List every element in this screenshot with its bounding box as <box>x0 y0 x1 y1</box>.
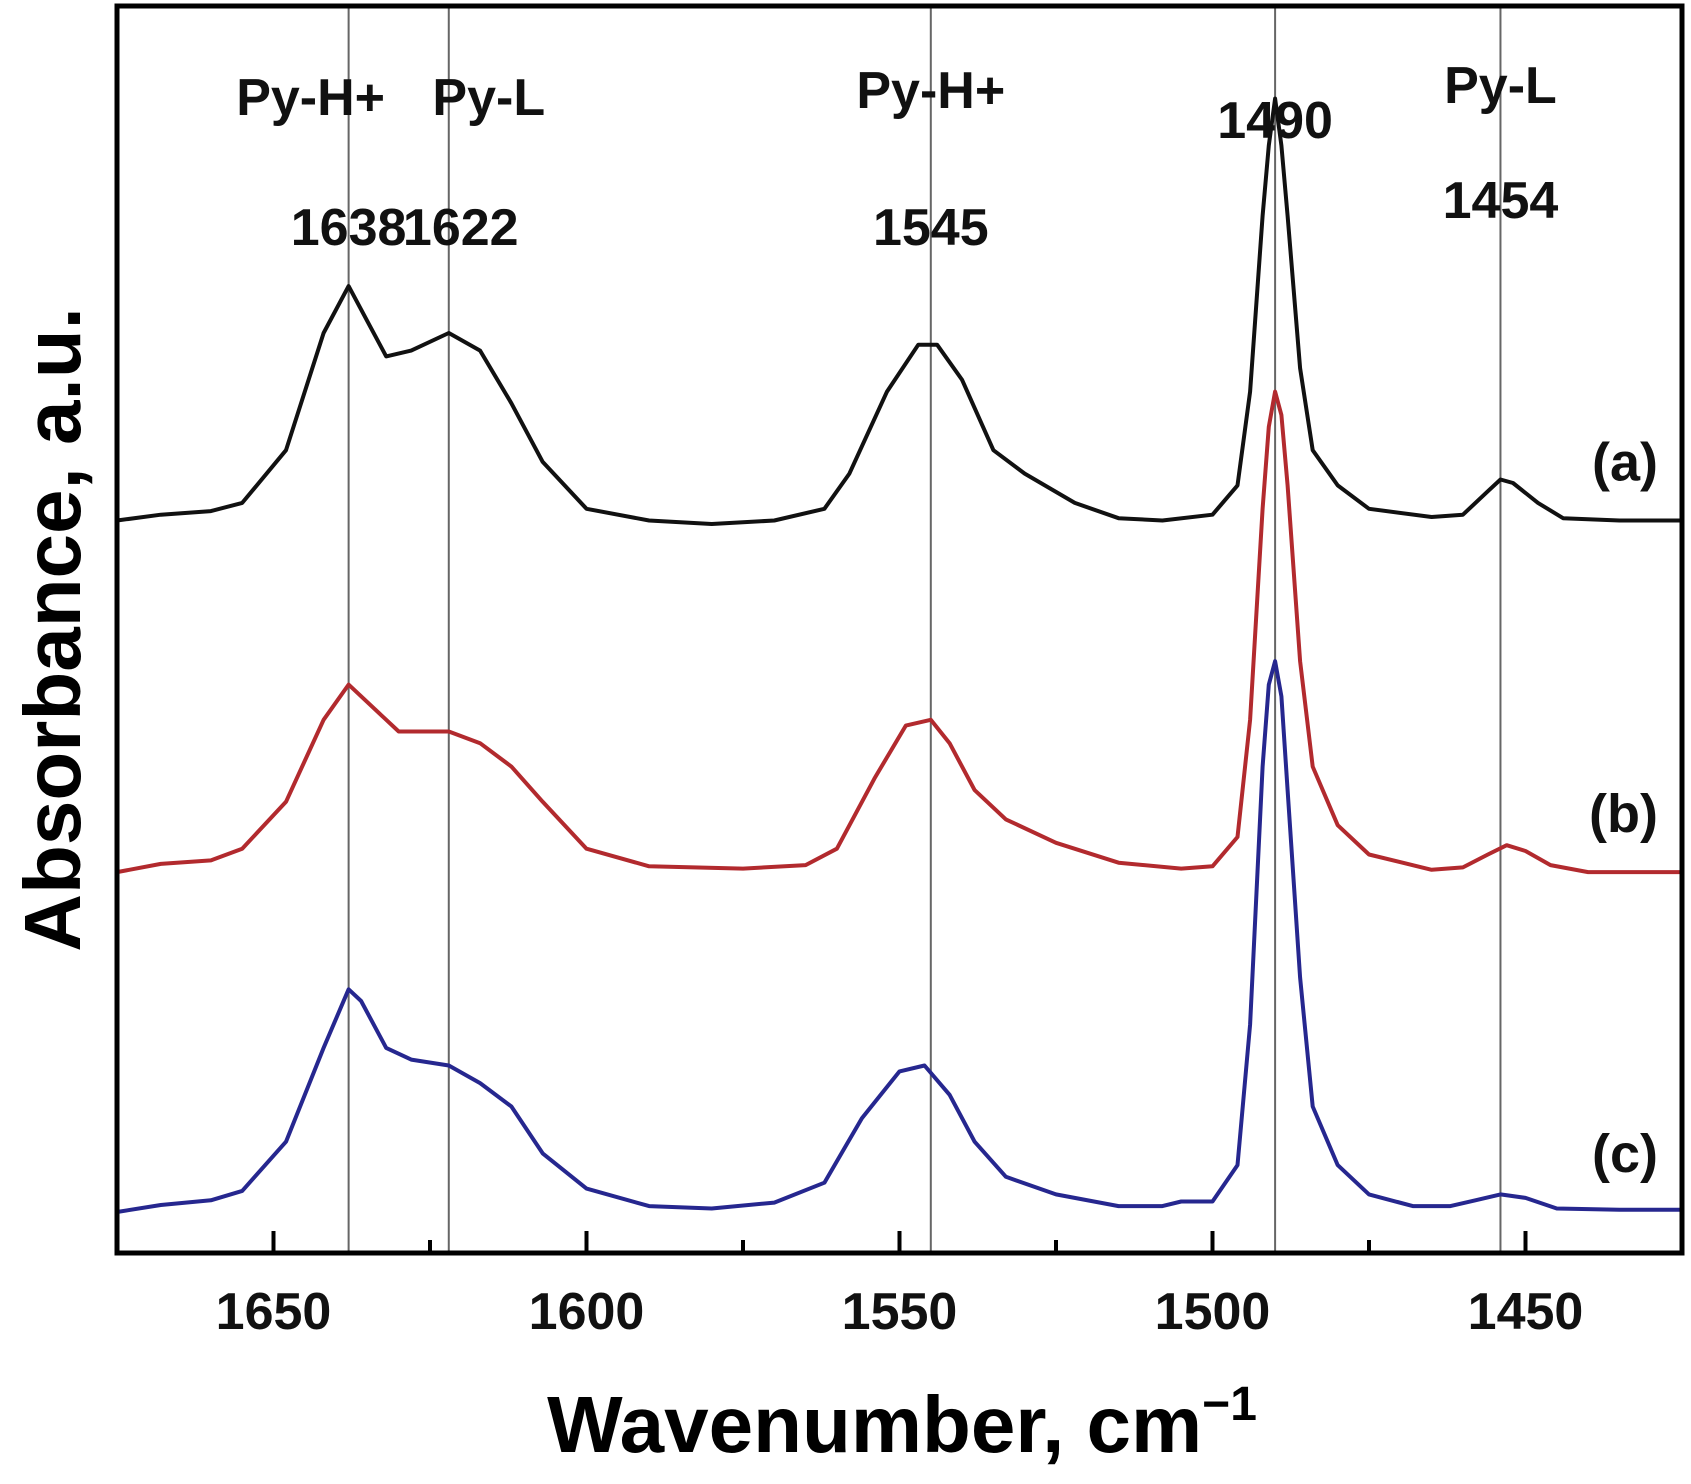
x-tick-label: 1600 <box>529 1283 645 1341</box>
x-axis-ticks <box>115 1231 1684 1253</box>
peak-labels: 1638 Py-H+ 1622 Py-L 1545 Py-H+ 1490 1454 Py-L <box>236 57 1558 257</box>
y-axis-title: Absorbance, a.u. <box>8 307 97 952</box>
peak-assignment-label: Py-H+ <box>856 62 1005 120</box>
series-labels: (a) (b) (c) <box>1589 433 1658 1184</box>
peak-assignment-label: Py-H+ <box>236 69 385 127</box>
peak-wavenumber-label: 1622 <box>403 199 519 257</box>
x-axis-title-text: Wavenumber, cm <box>547 1380 1202 1469</box>
peak-wavenumber-label: 1545 <box>873 199 989 257</box>
peak-assignment-label: Py-L <box>432 69 545 127</box>
x-axis-title: Wavenumber, cm−1 <box>547 1378 1257 1469</box>
series-label-c: (c) <box>1592 1124 1658 1184</box>
series-label-b: (b) <box>1589 784 1658 844</box>
peak-assignment-label: Py-L <box>1444 57 1557 115</box>
peak-wavenumber-label: 1490 <box>1217 92 1333 150</box>
spectrum-c <box>116 659 1682 1214</box>
series-label-a: (a) <box>1592 433 1658 493</box>
spectra <box>116 96 1682 1214</box>
x-tick-label: 1650 <box>216 1283 332 1341</box>
x-axis-tick-labels: 1650 1600 1550 1500 1450 <box>216 1283 1584 1341</box>
x-axis-title-superscript: −1 <box>1202 1378 1257 1431</box>
peak-wavenumber-label: 1638 <box>291 199 407 257</box>
x-tick-label: 1550 <box>842 1283 958 1341</box>
x-tick-label: 1450 <box>1468 1283 1584 1341</box>
peak-wavenumber-label: 1454 <box>1443 172 1559 230</box>
x-tick-label: 1500 <box>1155 1283 1271 1341</box>
spectrum-b <box>116 389 1682 875</box>
spectrum-a <box>116 96 1682 526</box>
reference-lines <box>347 6 1502 1253</box>
